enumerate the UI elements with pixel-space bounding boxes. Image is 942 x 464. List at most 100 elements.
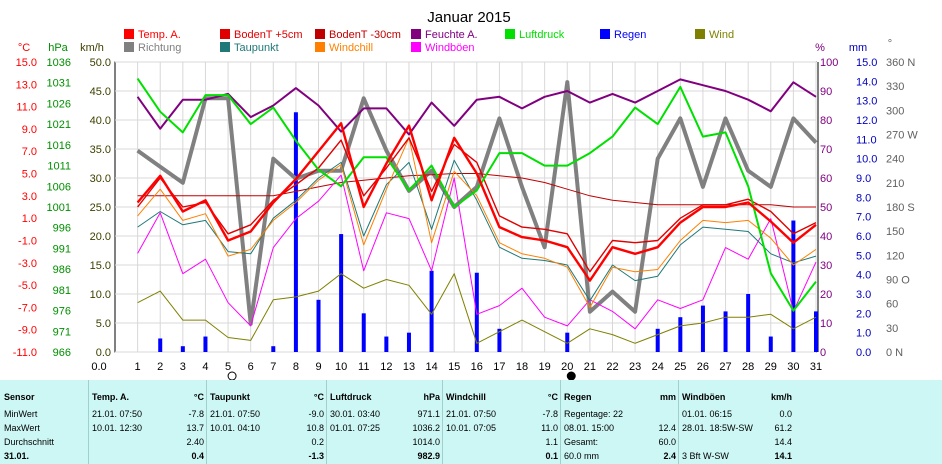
- stats-row-label: 31.01.: [4, 451, 30, 461]
- legend-label: Feuchte A.: [425, 29, 478, 41]
- stats-cell-value: 2.4: [663, 451, 676, 461]
- stats-cell-text: 60.0 mm: [564, 451, 600, 461]
- rain-tick-label: 10.0: [856, 154, 877, 166]
- temp-tick-label: 15.0: [16, 57, 37, 69]
- stats-header-unit: hPa: [423, 392, 440, 402]
- humidity-tick-label: 60: [820, 173, 832, 185]
- wind-tick-label: 35.0: [90, 144, 111, 156]
- legend-label: Wind: [709, 29, 734, 41]
- x-tick-label: 16: [471, 361, 483, 373]
- stats-cell-text: 21.01. 07:50: [210, 409, 261, 419]
- stats-row: 31.01. 0.4 -1.3 982.9 0.1 60.0 mm 2.4 3 Bft W-S…: [0, 450, 942, 463]
- statistics-table: Sensor Temp. A. °C Taupunkt °C Luftdruck hPa Wi…: [0, 380, 942, 464]
- x-tick-label: 13: [403, 361, 415, 373]
- rain-bar: [768, 336, 773, 352]
- stats-header-name: Taupunkt: [210, 392, 250, 402]
- stats-column-separator: [678, 380, 679, 464]
- x-tick-label: 2: [157, 361, 163, 373]
- legend-swatch: [505, 29, 515, 39]
- temp-tick-label: 13.0: [16, 79, 37, 91]
- rain-tick-label: 11.0: [856, 134, 877, 146]
- stats-row: MinWert 21.01. 07:50 -7.8 21.01. 07:50 -9.0 3…: [0, 408, 942, 421]
- rain-bar: [361, 313, 366, 352]
- pressure-tick-label: 996: [53, 223, 71, 235]
- stats-cell-text: 01.01. 07:25: [330, 423, 381, 433]
- rain-bar: [316, 299, 321, 352]
- direction-tick-label: 330: [886, 81, 904, 93]
- rain-tick-label: 9.0: [856, 173, 871, 185]
- x-tick-label: 27: [719, 361, 731, 373]
- stats-cell-value: 1036.2: [412, 423, 440, 433]
- stats-cell-value: 0.2: [311, 437, 324, 447]
- pressure-tick-label: 1021: [47, 119, 71, 131]
- rain-bar: [406, 332, 411, 352]
- x-tick-label: 9: [315, 361, 321, 373]
- rain-unit: mm: [849, 42, 867, 54]
- humidity-tick-label: 70: [820, 144, 832, 156]
- x-tick-label: 22: [606, 361, 618, 373]
- direction-tick-label: 300: [886, 105, 904, 117]
- series-line: [137, 273, 817, 344]
- stats-cell-value: 1014.0: [412, 437, 440, 447]
- temp-tick-label: -9.0: [18, 325, 37, 337]
- direction-tick-label: 360 N: [886, 57, 915, 69]
- rain-bar: [565, 332, 570, 352]
- legend-swatch: [411, 29, 421, 39]
- humidity-unit: %: [815, 42, 825, 54]
- rain-bar: [497, 328, 502, 352]
- direction-tick-label: 90 O: [886, 275, 910, 287]
- stats-cell-text: 21.01. 07:50: [446, 409, 497, 419]
- humidity-tick-label: 10: [820, 318, 832, 330]
- direction-tick-label: 210: [886, 178, 904, 190]
- stats-header-row: Sensor Temp. A. °C Taupunkt °C Luftdruck hPa Wi…: [0, 391, 942, 404]
- x-tick-label: 6: [248, 361, 254, 373]
- rain-bar: [791, 220, 796, 352]
- series-line: [137, 137, 817, 273]
- axes: 15.0 13.0 11.0 9.0 7.0 5.0 3.0 1.0 -1.0 -3.0 -5.0 -…: [13, 57, 919, 359]
- temp-tick-label: 9.0: [22, 124, 37, 136]
- moon-full-icon: [227, 371, 237, 380]
- temp-tick-label: 5.0: [22, 169, 37, 181]
- x-tick-label: 3: [180, 361, 186, 373]
- series-line: [137, 159, 817, 302]
- direction-tick-label: 270 W: [886, 130, 918, 142]
- series-line: [137, 174, 817, 330]
- stats-row-label: Durchschnitt: [4, 437, 55, 447]
- pressure-unit: hPa: [48, 42, 68, 54]
- plot-area: [136, 78, 818, 353]
- pressure-tick-label: 976: [53, 306, 71, 318]
- x-tick-label: 26: [697, 361, 709, 373]
- stats-cell-value: 0.4: [191, 451, 204, 461]
- stats-cell-value: 0.1: [545, 451, 558, 461]
- wind-unit: km/h: [80, 42, 104, 54]
- stats-header-unit: km/h: [770, 392, 792, 402]
- rain-bar: [203, 336, 208, 352]
- direction-tick-label: 0 N: [886, 347, 903, 359]
- chart-title: Januar 2015: [427, 9, 510, 26]
- stats-cell-text: Regentage: 22: [564, 409, 624, 419]
- stats-cell-value: 11.0: [541, 423, 558, 433]
- x-tick-label: 8: [293, 361, 299, 373]
- direction-tick-label: 60: [886, 299, 898, 311]
- stats-header-unit: °C: [313, 392, 324, 402]
- legend-swatch: [411, 42, 421, 52]
- stats-header-name: Windböen: [682, 392, 726, 402]
- rain-tick-label: 0.0: [856, 347, 871, 359]
- stats-header-name: Sensor: [4, 392, 35, 402]
- temp-tick-label: -7.0: [18, 302, 37, 314]
- stats-cell-value: 971.1: [417, 409, 440, 419]
- series-line: [137, 137, 817, 308]
- stats-cell-value: 60.0: [658, 437, 676, 447]
- rain-bar: [384, 336, 389, 352]
- stats-cell-value: -9.0: [308, 409, 324, 419]
- humidity-tick-label: 50: [820, 202, 832, 214]
- pressure-tick-label: 971: [53, 326, 71, 338]
- stats-header-name: Regen: [564, 392, 592, 402]
- rain-tick-label: 5.0: [856, 250, 871, 262]
- stats-cell-value: -7.8: [188, 409, 204, 419]
- stats-cell-text: 28.01. 18:5W-SW: [682, 423, 753, 433]
- rain-tick-label: 4.0: [856, 270, 871, 282]
- x-tick-label: 23: [629, 361, 641, 373]
- rain-bar: [180, 346, 185, 352]
